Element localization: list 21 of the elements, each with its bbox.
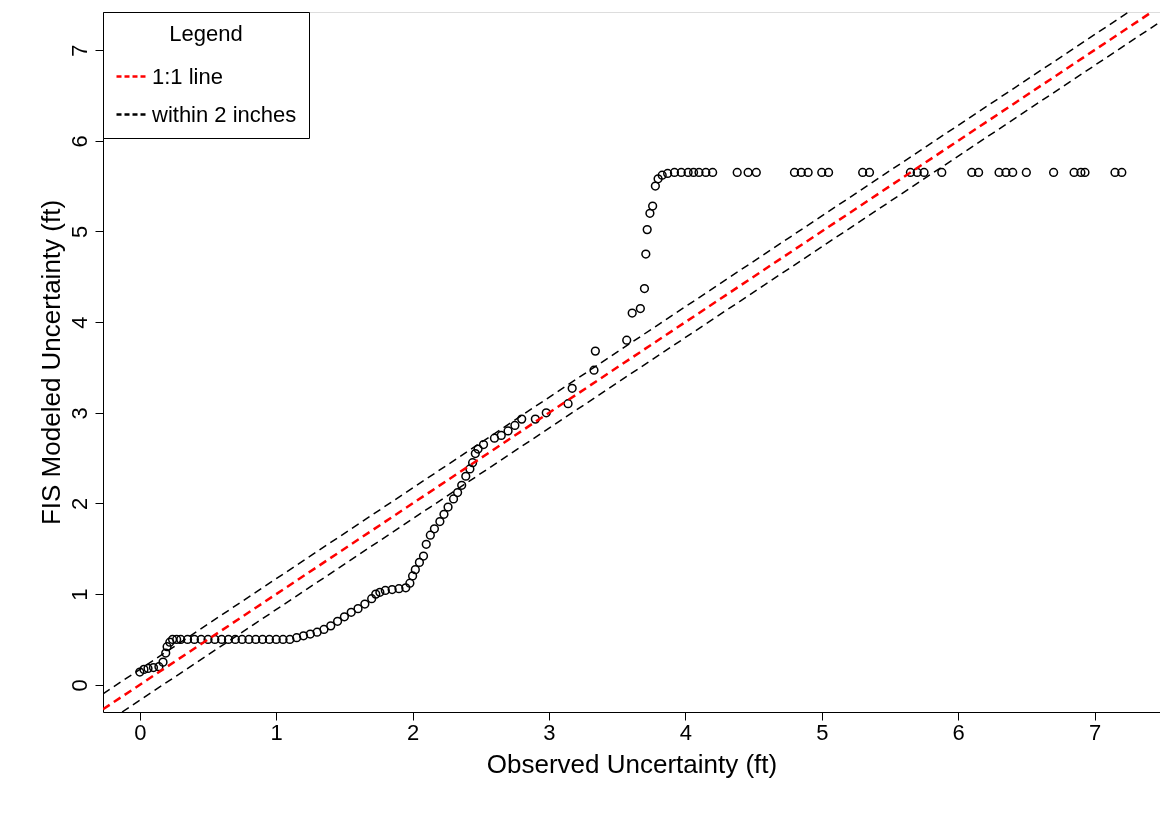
y-tick-label: 4 (66, 316, 92, 329)
legend-title: Legend (169, 21, 243, 46)
x-tick-label: 7 (1088, 719, 1102, 745)
x-tick-label: 1 (270, 719, 283, 745)
y-tick-label: 5 (66, 225, 92, 239)
x-tick-label: 5 (816, 719, 829, 745)
x-tick-label: 3 (543, 719, 556, 745)
y-tick-label: 2 (66, 497, 92, 511)
y-tick-label: 0 (66, 679, 92, 692)
y-tick-label: 3 (66, 407, 92, 420)
x-tick-label: 0 (134, 719, 147, 745)
x-tick-label: 6 (952, 719, 965, 745)
legend-label: 1:1 line (152, 63, 223, 89)
y-tick-label: 6 (66, 135, 92, 148)
y-tick-label: 7 (66, 44, 92, 57)
y-tick-label: 1 (66, 588, 92, 601)
x-tick-label: 2 (406, 719, 420, 745)
y-axis-title: FIS Modeled Uncertainty (ft) (35, 199, 66, 526)
x-axis-title: Observed Uncertainty (ft) (486, 748, 778, 779)
x-tick-label: 4 (679, 719, 692, 745)
legend-label: within 2 inches (151, 101, 297, 127)
